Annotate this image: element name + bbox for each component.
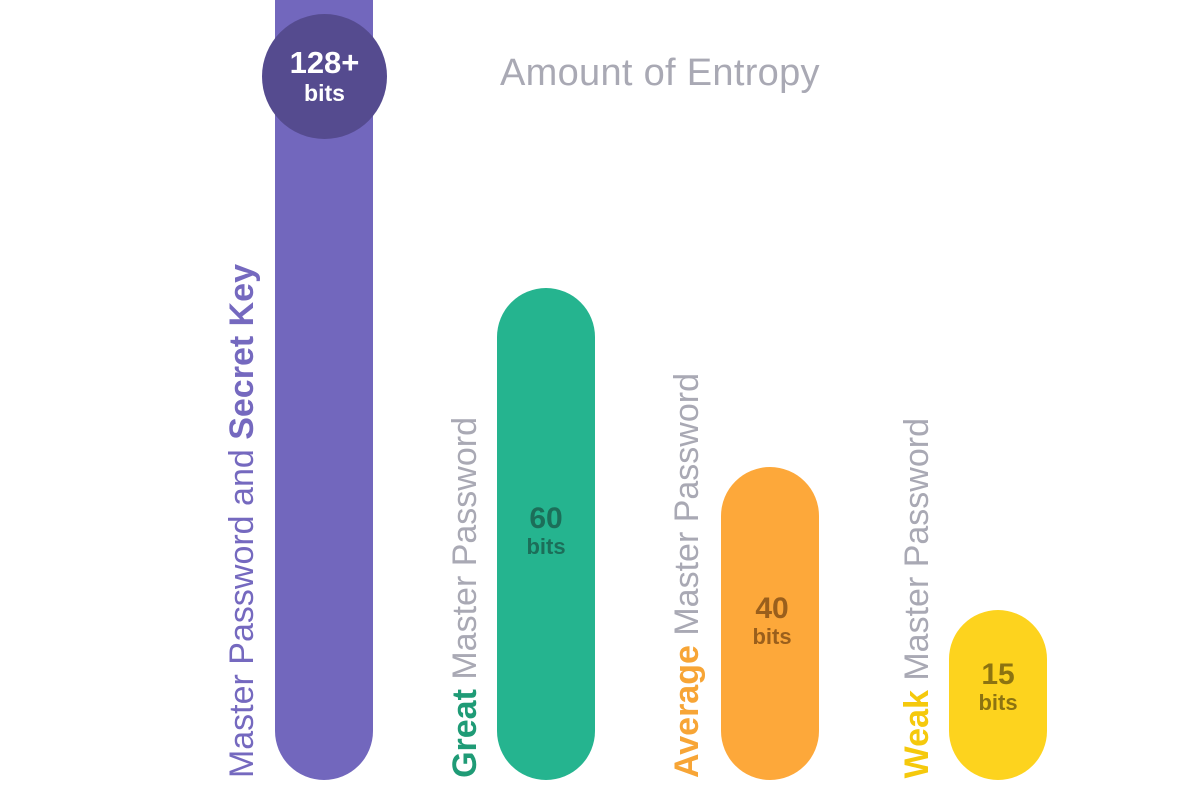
value-badge-secret-key: 128+ bits <box>262 14 387 139</box>
label-regular-weak: Master Password <box>898 417 936 690</box>
value-label-weak: 15 bits <box>949 658 1047 715</box>
value-unit-average: bits <box>752 624 792 649</box>
bar-weak-master-password <box>949 610 1047 780</box>
label-master-password-and-secret-key: Master Password and Secret Key <box>223 263 261 778</box>
value-number-average: 40 <box>755 592 789 625</box>
value-unit-great: bits <box>526 534 566 559</box>
label-regular-secret-key: Master Password and <box>223 439 261 778</box>
label-strong-great: Great <box>446 689 484 778</box>
label-regular-great: Master Password <box>446 417 484 690</box>
value-label-great: 60 bits <box>497 502 595 559</box>
value-label-average: 40 bits <box>721 592 823 649</box>
value-number-great: 60 <box>529 502 563 535</box>
value-number-weak: 15 <box>981 658 1015 691</box>
chart-title: Amount of Entropy <box>500 52 820 94</box>
label-strong-average: Average <box>668 645 706 778</box>
value-number-secret-key: 128+ <box>289 44 360 80</box>
label-strong-weak: Weak <box>898 689 936 778</box>
label-regular-average: Master Password <box>668 372 706 646</box>
value-unit-weak: bits <box>978 690 1018 715</box>
value-unit-secret-key: bits <box>304 79 345 106</box>
bar-great-master-password <box>497 288 595 780</box>
label-average-master-password: Average Master Password <box>668 372 706 778</box>
bar-average-master-password <box>721 467 819 780</box>
label-weak-master-password: Weak Master Password <box>898 417 936 778</box>
label-great-master-password: Great Master Password <box>446 417 484 778</box>
label-strong-secret-key: Secret Key <box>223 263 261 440</box>
